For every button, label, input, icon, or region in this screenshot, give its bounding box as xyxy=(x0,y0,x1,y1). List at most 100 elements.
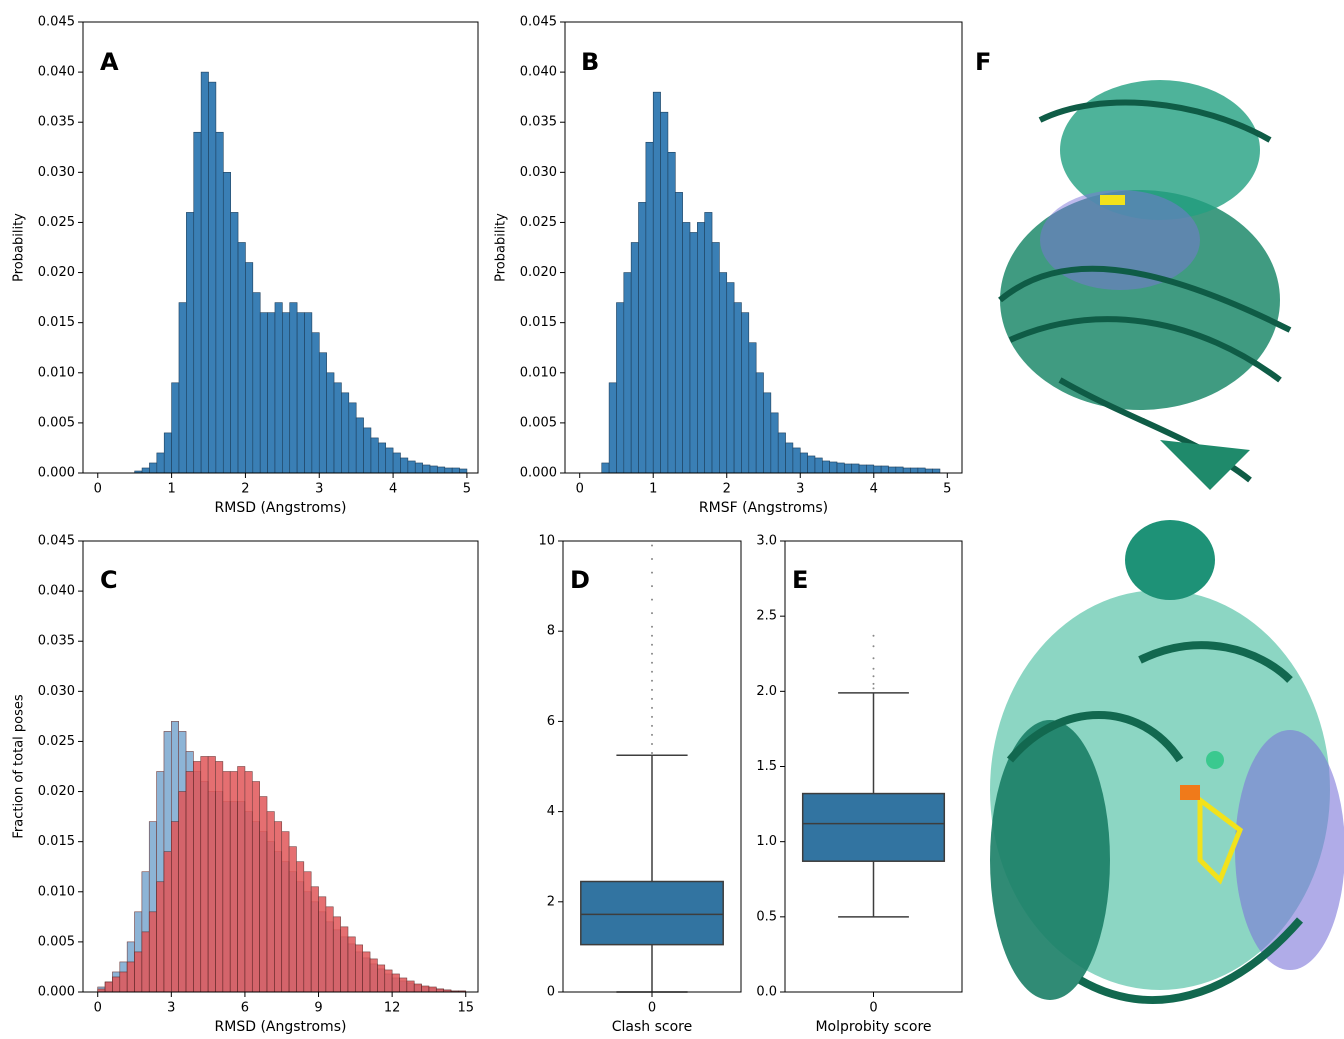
bar xyxy=(156,881,165,993)
flier xyxy=(651,661,653,664)
x-tick-label: 2 xyxy=(241,482,249,497)
axes-frame xyxy=(784,540,963,993)
axes-frame xyxy=(82,540,479,993)
x-axis-label: Molprobity score xyxy=(815,1019,931,1035)
y-tick-label: 0.020 xyxy=(520,265,557,280)
bar xyxy=(391,973,400,993)
x-axis-label: RMSD (Angstroms) xyxy=(215,500,347,516)
bar xyxy=(384,969,393,993)
bar xyxy=(355,944,363,993)
panel-label: E xyxy=(792,566,808,594)
x-tick-label: 1 xyxy=(649,482,657,497)
flier xyxy=(651,715,653,718)
bar xyxy=(296,861,305,993)
bar xyxy=(126,961,135,993)
bar xyxy=(689,232,698,474)
structure-image-bottom xyxy=(990,520,1344,1004)
bar xyxy=(282,312,291,474)
panel-label: D xyxy=(570,566,590,594)
axes-frame xyxy=(82,21,479,474)
bar xyxy=(880,465,889,474)
bar xyxy=(844,463,853,474)
y-tick-label: 0.010 xyxy=(38,365,75,380)
bar xyxy=(399,977,408,993)
flier xyxy=(651,724,653,727)
bar xyxy=(437,466,446,474)
flier xyxy=(651,679,653,682)
bar xyxy=(215,131,224,474)
bar xyxy=(141,467,150,474)
bar xyxy=(259,312,268,474)
bar xyxy=(799,452,808,474)
bar xyxy=(200,756,209,993)
bar xyxy=(362,951,371,993)
bar xyxy=(104,981,113,993)
y-tick-label: 4 xyxy=(547,804,555,819)
bar xyxy=(895,466,904,474)
x-axis-label: Clash score xyxy=(612,1019,692,1035)
bar xyxy=(385,447,394,474)
bar xyxy=(406,980,415,993)
box xyxy=(580,880,724,946)
y-tick-label: 0.035 xyxy=(38,634,75,649)
bar xyxy=(237,766,246,993)
flier xyxy=(651,751,653,754)
y-tick-label: 0.030 xyxy=(38,684,75,699)
box xyxy=(801,792,946,862)
bar xyxy=(392,452,401,474)
y-axis-label: Fraction of total poses xyxy=(12,694,27,839)
panel-label: C xyxy=(100,566,118,594)
bar xyxy=(719,272,728,474)
y-tick-label: 0.045 xyxy=(38,15,75,30)
panel-label: F xyxy=(975,48,991,76)
y-tick-label: 0.020 xyxy=(38,784,75,799)
bar xyxy=(444,467,453,474)
histogram-series xyxy=(134,71,468,474)
x-axis-label: RMSF (Angstroms) xyxy=(699,500,828,516)
bar xyxy=(288,846,297,993)
bar xyxy=(156,452,165,474)
bar xyxy=(370,437,379,474)
y-axis-label: Probability xyxy=(494,213,509,282)
bar xyxy=(186,212,195,474)
bar xyxy=(171,821,179,993)
bar xyxy=(340,926,349,993)
x-tick-label: 0 xyxy=(94,1001,102,1016)
bar xyxy=(296,312,305,474)
y-tick-label: 0.040 xyxy=(520,65,557,80)
flier xyxy=(651,598,653,601)
y-tick-label: 0.010 xyxy=(38,884,75,899)
bar xyxy=(807,455,816,474)
flier xyxy=(651,544,653,547)
bar xyxy=(178,791,187,993)
x-tick-label: 3 xyxy=(796,482,804,497)
y-tick-label: 0.000 xyxy=(38,985,75,1000)
bar xyxy=(304,312,313,474)
bar xyxy=(630,242,639,474)
flier xyxy=(651,706,653,709)
flier xyxy=(651,585,653,588)
y-tick-label: 0.005 xyxy=(38,415,75,430)
y-tick-label: 3.0 xyxy=(756,534,777,549)
bar xyxy=(429,465,438,474)
flier xyxy=(872,675,875,678)
y-tick-label: 0.035 xyxy=(520,115,557,130)
flier xyxy=(651,625,653,628)
bar xyxy=(792,447,801,474)
y-tick-label: 0.005 xyxy=(38,934,75,949)
bar xyxy=(193,761,202,993)
bar xyxy=(369,958,378,993)
flier xyxy=(651,742,653,745)
bar xyxy=(274,821,283,993)
bar xyxy=(451,467,460,474)
bar xyxy=(171,382,180,474)
y-tick-label: 0.030 xyxy=(520,165,557,180)
bar xyxy=(932,468,941,474)
bar xyxy=(414,462,423,474)
bar xyxy=(208,81,217,474)
bar xyxy=(910,467,919,474)
bar xyxy=(873,465,882,474)
y-tick-label: 0.020 xyxy=(38,265,75,280)
bar xyxy=(785,442,794,474)
y-tick-label: 0.025 xyxy=(38,734,75,749)
